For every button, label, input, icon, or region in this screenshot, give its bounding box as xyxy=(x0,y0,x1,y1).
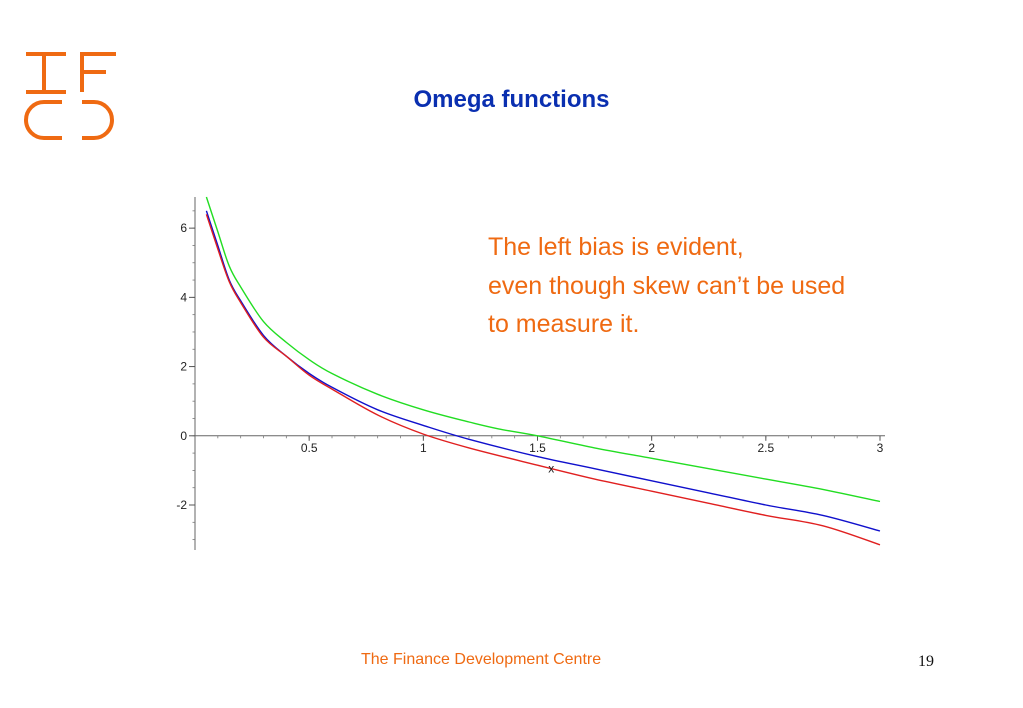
tfdc-logo xyxy=(22,48,122,140)
annotation-text: The left bias is evident, even though sk… xyxy=(488,228,845,344)
chart-series-layer xyxy=(205,196,881,546)
footer-text: The Finance Development Centre xyxy=(361,651,602,668)
series-line-1 xyxy=(205,196,881,503)
x-tick-label: 1.5 xyxy=(529,441,546,455)
x-tick-label: 2.5 xyxy=(757,441,774,455)
x-tick-label: 1 xyxy=(420,441,427,455)
annotation-line-1: The left bias is evident, xyxy=(488,233,744,261)
slide-title: Omega functions xyxy=(413,86,610,113)
series-line-2 xyxy=(205,210,881,532)
y-tick-label: 4 xyxy=(180,290,187,304)
y-tick-label: 0 xyxy=(180,429,187,443)
y-tick-label: 6 xyxy=(180,221,187,235)
series-line-3 xyxy=(205,214,881,546)
x-tick-label: 2 xyxy=(648,441,655,455)
x-tick-label: 3 xyxy=(877,441,884,455)
annotation-line-2: even though skew can’t be used xyxy=(488,271,846,300)
page-number: 19 xyxy=(918,653,934,670)
annotation-line-3: to measure it. xyxy=(488,310,640,338)
x-tick-label: 0.5 xyxy=(301,441,318,455)
chart-marker-layer: x xyxy=(548,462,554,476)
x-marker: x xyxy=(548,462,554,476)
y-tick-label: 2 xyxy=(180,360,187,374)
tfdc-logo-mark xyxy=(24,52,116,140)
y-tick-label: -2 xyxy=(176,498,187,512)
